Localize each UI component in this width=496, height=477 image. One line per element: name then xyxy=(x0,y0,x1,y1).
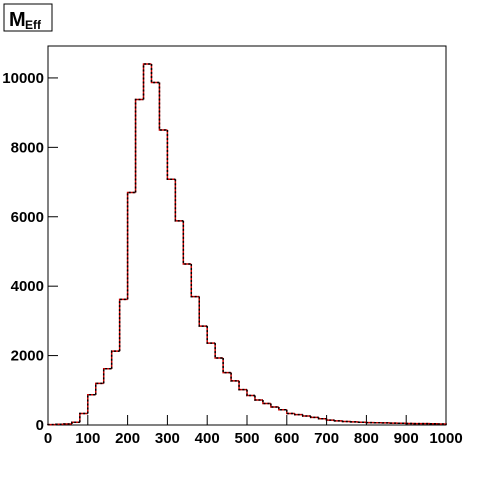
histogram-bin xyxy=(223,358,231,373)
histogram-bin xyxy=(112,351,120,369)
histogram-bin xyxy=(144,64,152,99)
histogram-bin xyxy=(215,343,223,358)
histogram-bin xyxy=(191,264,199,297)
histogram-bin xyxy=(136,99,144,192)
histogram-bin xyxy=(80,414,88,423)
x-tick-label: 800 xyxy=(354,430,379,447)
x-tick-label: 1000 xyxy=(429,430,462,447)
histogram-bin xyxy=(167,130,175,179)
histogram-bin xyxy=(151,64,159,82)
y-tick-label: 0 xyxy=(36,417,44,434)
histogram-bin xyxy=(96,383,104,394)
x-tick-label: 300 xyxy=(155,430,180,447)
histogram-bin xyxy=(136,99,144,192)
histogram-bin xyxy=(120,299,128,351)
histogram-bin xyxy=(159,82,167,130)
y-tick-label: 2000 xyxy=(11,348,44,365)
histogram-bin xyxy=(199,297,207,327)
histogram-bin xyxy=(144,64,152,99)
histogram-bin xyxy=(88,395,96,414)
histogram-bin xyxy=(183,221,191,264)
histogram-bin xyxy=(199,297,207,327)
histogram-bin xyxy=(231,373,239,381)
histogram-bin xyxy=(239,381,247,390)
x-tick-label: 900 xyxy=(394,430,419,447)
histogram-bin xyxy=(175,179,183,221)
histogram-bin xyxy=(239,381,247,390)
histogram-bin xyxy=(128,192,136,299)
histogram-bin xyxy=(191,264,199,297)
y-tick-label: 10000 xyxy=(2,70,44,87)
chart-title: M xyxy=(9,9,26,31)
histogram-bin xyxy=(128,192,136,299)
y-tick-label: 8000 xyxy=(11,139,44,156)
histogram-bin xyxy=(215,343,223,358)
x-tick-label: 200 xyxy=(115,430,140,447)
histogram-bin xyxy=(247,390,255,396)
histogram-bin xyxy=(159,82,167,130)
y-tick-label: 4000 xyxy=(11,278,44,295)
histogram-bin xyxy=(151,64,159,82)
x-tick-label: 400 xyxy=(195,430,220,447)
x-tick-label: 500 xyxy=(234,430,259,447)
histogram-bin xyxy=(112,351,120,369)
histogram-bin xyxy=(80,414,88,423)
histogram-bin xyxy=(231,373,239,381)
histogram-bin xyxy=(207,326,215,343)
histogram-bin xyxy=(183,221,191,264)
y-tick-label: 6000 xyxy=(11,209,44,226)
x-tick-label: 100 xyxy=(75,430,100,447)
histogram-bin xyxy=(223,358,231,373)
histogram-bin xyxy=(175,179,183,221)
histogram-bin xyxy=(104,369,112,384)
x-tick-label: 600 xyxy=(274,430,299,447)
chart-title-subscript: Eff xyxy=(25,18,42,32)
histogram-bin xyxy=(104,369,112,384)
histogram-bin xyxy=(247,390,255,396)
x-tick-label: 0 xyxy=(44,430,52,447)
x-tick-label: 700 xyxy=(314,430,339,447)
histogram-bin xyxy=(88,395,96,414)
histogram-bin xyxy=(96,383,104,394)
histogram-bin xyxy=(120,299,128,351)
histogram-bin xyxy=(207,326,215,343)
histogram-bin xyxy=(167,130,175,179)
